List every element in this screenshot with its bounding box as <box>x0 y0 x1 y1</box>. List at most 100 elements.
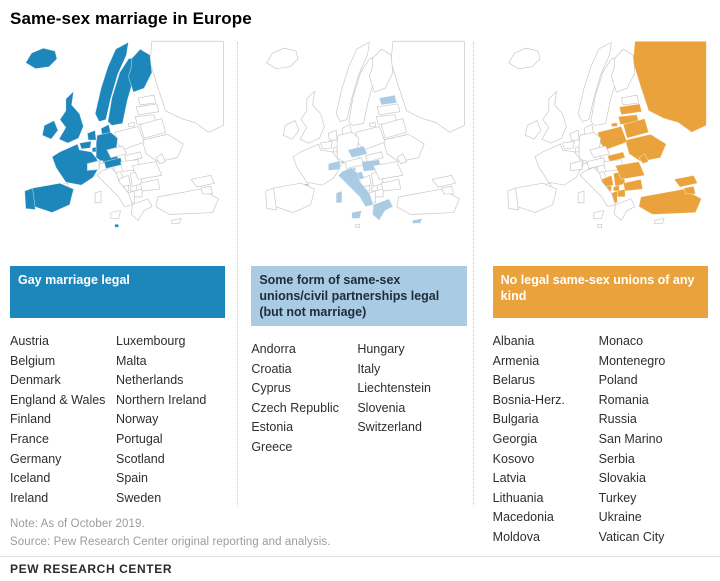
country-item: Italy <box>357 361 381 376</box>
country-shape-ukraine <box>141 133 184 163</box>
country-item: Andorra <box>251 342 296 356</box>
country-column: Hungary Italy Liechtenstein Slovenia Switzer… <box>357 340 466 458</box>
country-shape-slovakia <box>365 151 384 163</box>
country-shape-luxembourg <box>333 146 338 153</box>
country-shape-latvia <box>377 103 401 116</box>
country-shape-macedonia <box>375 188 384 198</box>
panel-gay-marriage-legal: Gay marriage legal Austria Belgium Denmark… <box>10 33 226 548</box>
country-shape-kosovo <box>371 184 378 192</box>
country-item: England & Wales <box>10 392 106 407</box>
country-shape-slovakia <box>124 151 143 163</box>
country-shape-iceland <box>507 47 540 70</box>
country-shape-armenia <box>441 185 455 195</box>
europe-map-gay-marriage <box>24 40 224 228</box>
country-shape-romania <box>132 161 163 180</box>
country-list-civil-unions: Andorra Croatia Cyprus Czech Republic Estoni… <box>251 340 466 458</box>
country-shape-macedonia <box>133 188 143 198</box>
country-shape-luxembourg <box>91 146 97 153</box>
country-shape-sardinia <box>336 190 343 204</box>
country-shape-georgia <box>190 175 215 188</box>
country-item: Spain <box>116 471 148 486</box>
country-shape-liechtenstein <box>99 160 104 164</box>
country-shape-russia <box>632 40 707 133</box>
country-shape-france <box>534 143 584 186</box>
country-shape-moldova <box>155 153 166 164</box>
country-shape-luxembourg <box>574 146 580 153</box>
country-shape-russia <box>390 40 466 133</box>
country-item: Turkey <box>598 490 637 505</box>
country-item: Portugal <box>116 431 163 446</box>
panel-civil-unions-legal: Some form of same-sex unions/civil partn… <box>251 33 467 548</box>
country-list-no-unions: Albania Armenia Belarus Bosnia-Herz. Bulgari… <box>493 332 708 548</box>
country-item: Lithuania <box>492 490 544 505</box>
country-shape-georgia <box>673 175 698 188</box>
country-shape-france <box>293 143 342 186</box>
country-item: Switzerland <box>357 420 422 435</box>
country-shape-norway <box>577 41 612 122</box>
country-shape-romania <box>373 161 404 180</box>
country-shape-portugal <box>506 187 519 210</box>
country-shape-netherlands <box>86 129 97 141</box>
country-shape-moldova <box>638 153 649 164</box>
country-item: Denmark <box>10 373 61 388</box>
country-shape-malta <box>597 223 602 228</box>
country-item: Northern Ireland <box>116 392 207 407</box>
country-shape-bulgaria <box>139 178 161 192</box>
country-shape-latvia <box>618 103 642 116</box>
legend-label: Some form of same-sex unions/civil partn… <box>259 273 440 319</box>
dotted-divider-left <box>237 42 238 506</box>
country-item: Croatia <box>251 361 292 376</box>
country-shape-bulgaria <box>622 178 643 192</box>
country-shape-bulgaria <box>381 178 402 192</box>
country-shape-kosovo <box>612 184 620 192</box>
country-item: Czech Republic <box>251 400 339 415</box>
country-item: Ukraine <box>598 510 642 525</box>
country-column: Albania Armenia Belarus Bosnia-Herz. Bulgari… <box>493 332 597 548</box>
country-shape-ireland <box>524 120 541 140</box>
country-item: Moldova <box>492 529 540 544</box>
legend-band-civil-unions: Some form of same-sex unions/civil partn… <box>251 266 467 326</box>
country-shape-poland <box>597 126 628 151</box>
country-item: Finland <box>10 412 51 427</box>
country-shape-cyprus <box>171 218 182 224</box>
country-shape-romania <box>614 161 645 180</box>
footnote: Note: As of October 2019. <box>10 518 145 530</box>
country-shape-norway <box>94 41 129 122</box>
legend-label: No legal same-sex unions of any kind <box>500 273 695 303</box>
country-shape-greece <box>131 198 153 221</box>
country-shape-greece <box>372 198 394 221</box>
country-shape-malta <box>114 223 119 228</box>
country-shape-iceland <box>266 47 299 70</box>
country-shape-ukraine <box>624 133 667 163</box>
country-shape-estonia <box>379 94 398 106</box>
country-shape-georgia <box>432 175 457 188</box>
country-shape-belgium <box>320 140 333 150</box>
country-item: Belarus <box>492 373 536 388</box>
country-shape-poland <box>114 126 145 151</box>
legend-band-gay-marriage: Gay marriage legal <box>10 266 226 318</box>
panels-container: Gay marriage legal Austria Belgium Denmark… <box>0 29 720 548</box>
footer-divider <box>0 556 720 557</box>
country-item: Bulgaria <box>492 412 539 427</box>
country-shape-ukraine <box>383 133 425 163</box>
country-shape-sardinia <box>94 190 102 204</box>
country-item: Serbia <box>598 451 635 466</box>
country-shape-kaliningrad <box>610 122 618 127</box>
country-shape-kaliningrad <box>369 122 376 127</box>
country-item: Slovakia <box>598 471 646 486</box>
country-shape-sicily <box>110 210 121 219</box>
country-item: Greece <box>251 439 293 454</box>
country-item: Georgia <box>492 431 538 446</box>
country-item: Hungary <box>357 342 405 356</box>
panel-no-legal-unions: No legal same-sex unions of any kind Alb… <box>492 33 708 548</box>
country-item: Germany <box>10 451 62 466</box>
country-shape-italy <box>338 167 375 208</box>
country-shape-netherlands <box>569 129 580 141</box>
country-shape-switzerland <box>328 160 341 171</box>
country-item: France <box>10 431 49 446</box>
country-shape-macedonia <box>616 188 626 198</box>
country-item: Austria <box>10 334 49 348</box>
country-shape-switzerland <box>569 160 583 171</box>
country-shape-moldova <box>396 153 408 164</box>
country-shape-sardinia <box>577 190 585 204</box>
